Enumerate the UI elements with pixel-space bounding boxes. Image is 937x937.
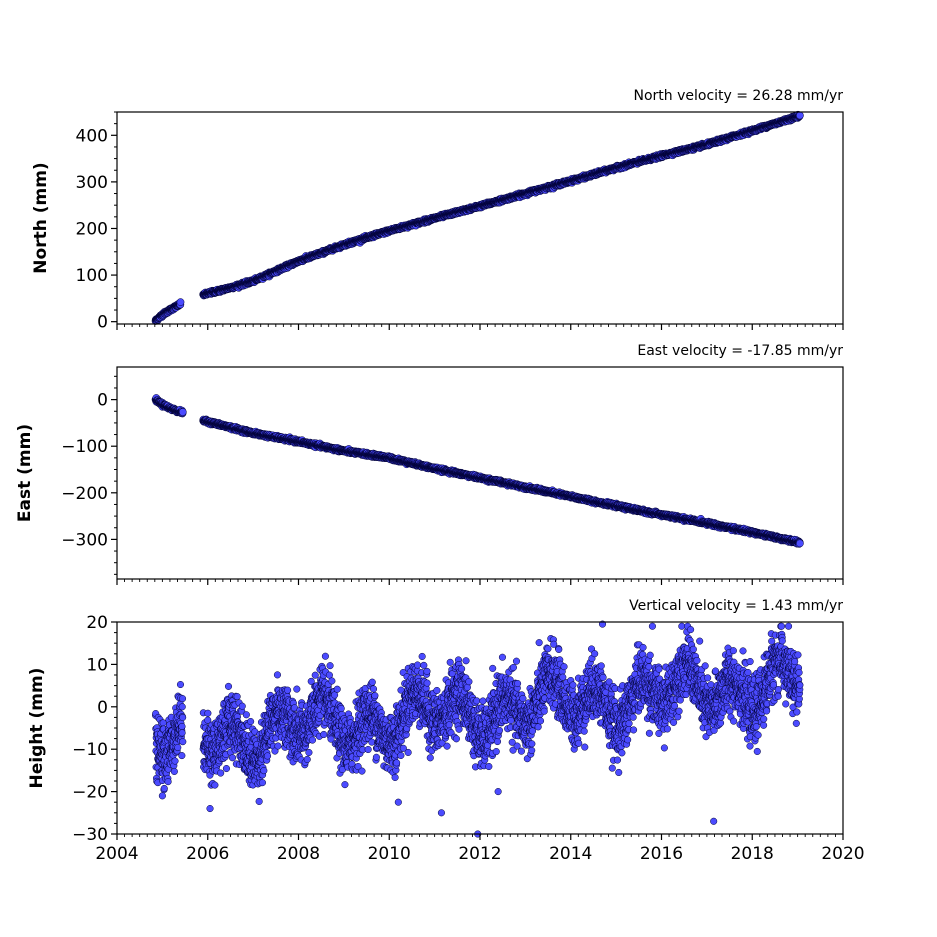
north-panel: 0 100 200 300 400 North velocity = 26.28 mm/… <box>31 88 844 333</box>
east-scatter-points <box>151 394 804 548</box>
north-x-ticks <box>116 324 844 330</box>
north-y-ticks: 0 100 200 300 400 <box>76 111 117 333</box>
north-y-axis-label: North (mm) <box>31 162 51 273</box>
north-y-tick-label: 400 <box>76 126 108 146</box>
north-y-tick-label: 100 <box>76 266 108 286</box>
east-data-point <box>178 408 187 416</box>
north-scatter-points <box>151 110 804 325</box>
north-y-tick-label: 0 <box>97 313 108 333</box>
north-data-point <box>176 298 185 306</box>
north-title: North velocity = 26.28 mm/yr <box>633 88 843 104</box>
north-y-tick-label: 300 <box>76 173 108 193</box>
north-y-tick-label: 200 <box>76 219 108 239</box>
east-panel: 0−100−200−300 East velocity = -17.85 mm/… <box>15 343 844 585</box>
north-data-point <box>796 111 804 120</box>
